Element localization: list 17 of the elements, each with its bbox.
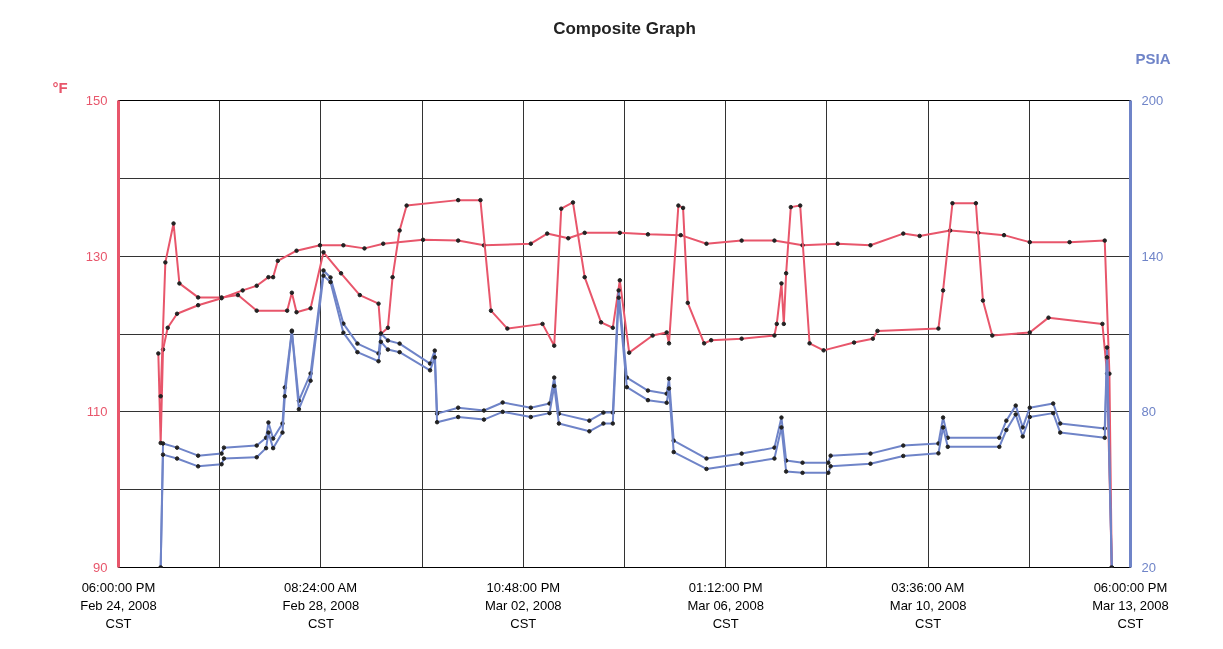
- y2-tick-label: 140: [1141, 248, 1164, 264]
- y-tick-label: 130: [85, 248, 108, 264]
- y2-axis-title: PSIA: [1135, 49, 1171, 67]
- x-tick-label: 06:00:00 PM Feb 24, 2008 CST: [80, 579, 157, 631]
- x-tick-label: 10:48:00 PM Mar 02, 2008 CST: [485, 579, 562, 631]
- x-tick-label: 06:00:00 PM Mar 13, 2008 CST: [1092, 579, 1169, 631]
- x-tick-label: 08:24:00 AM Feb 28, 2008 CST: [282, 579, 360, 631]
- x-tick-label: 01:12:00 PM Mar 06, 2008 CST: [687, 579, 765, 631]
- y-tick-label: 90: [93, 560, 108, 575]
- y2-tick-label: 80: [1141, 404, 1156, 420]
- y-tick-label: 150: [85, 93, 108, 108]
- y-axis-title: °F: [52, 78, 68, 96]
- x-tick-label: 03:36:00 AM Mar 10, 2008 CST: [889, 579, 967, 631]
- y-tick-label: 110: [86, 404, 108, 420]
- y2-tick-label: 20: [1141, 560, 1156, 575]
- chart-title: Composite Graph: [553, 18, 696, 38]
- y2-tick-label: 200: [1141, 93, 1164, 108]
